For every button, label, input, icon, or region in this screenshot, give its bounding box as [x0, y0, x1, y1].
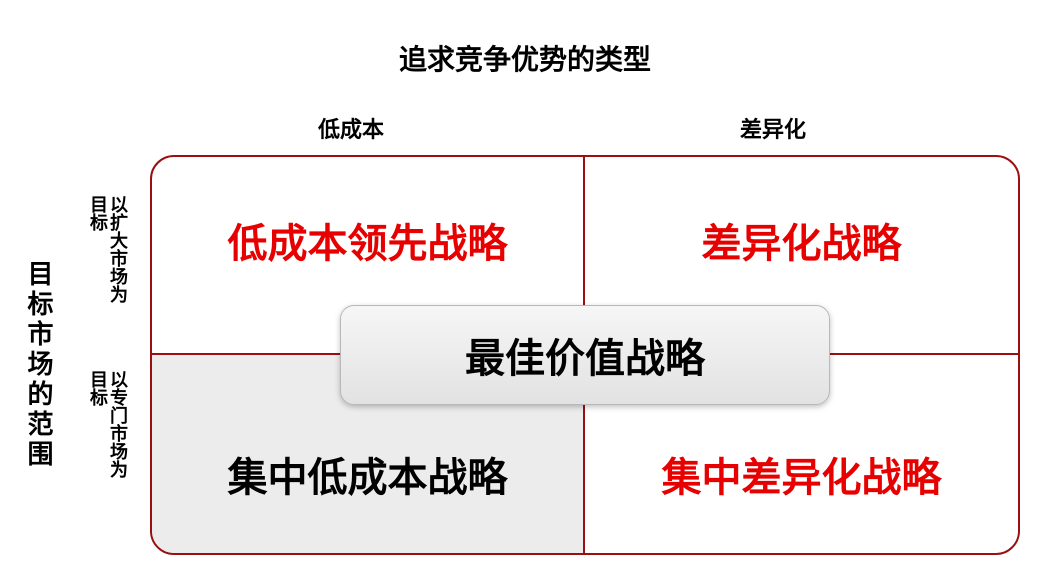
column-header-right: 差异化 — [740, 112, 806, 144]
quadrant-label: 集中差异化战略 — [662, 445, 942, 503]
quadrant-label: 集中低成本战略 — [228, 445, 508, 503]
row-header-top: 以扩大市场为目标 — [88, 195, 128, 315]
top-axis-title: 追求竞争优势的类型 — [0, 38, 1050, 78]
quadrant-label: 差异化战略 — [702, 211, 902, 269]
center-strategy-box: 最佳价值战略 — [340, 305, 830, 405]
diagram-stage: 追求竞争优势的类型 低成本 差异化 目标市场的范围 以扩大市场为目标 以专门市场… — [0, 0, 1050, 587]
center-strategy-label: 最佳价值战略 — [465, 326, 705, 384]
quadrant-label: 低成本领先战略 — [228, 211, 508, 269]
column-header-left: 低成本 — [318, 112, 384, 144]
y-axis-title: 目标市场的范围 — [24, 215, 58, 515]
row-header-bottom: 以专门市场为目标 — [88, 370, 128, 490]
